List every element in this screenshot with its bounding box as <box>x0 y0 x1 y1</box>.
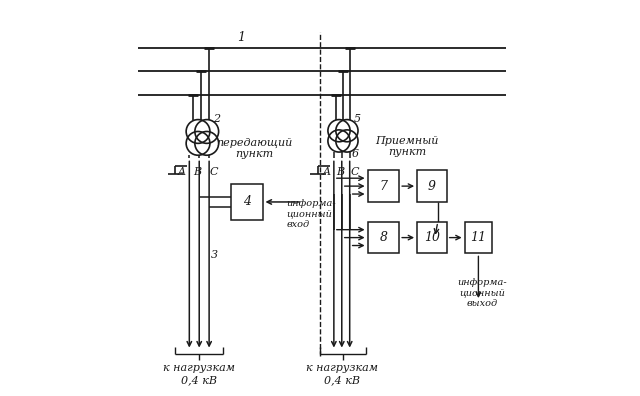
Text: 1: 1 <box>237 31 245 44</box>
Text: 3: 3 <box>211 250 218 261</box>
Bar <box>231 184 262 220</box>
Bar <box>417 222 447 253</box>
Text: 5: 5 <box>354 114 361 124</box>
Text: B: B <box>336 167 344 177</box>
Text: C: C <box>210 167 218 177</box>
Text: 6: 6 <box>352 148 359 159</box>
Text: 8: 8 <box>380 231 387 244</box>
Text: 4: 4 <box>243 196 251 208</box>
Text: к нагрузкам
0,4 кВ: к нагрузкам 0,4 кВ <box>306 364 378 385</box>
Text: информа-
ционный
выход: информа- ционный выход <box>458 278 507 308</box>
Bar <box>367 222 399 253</box>
Text: к нагрузкам
0,4 кВ: к нагрузкам 0,4 кВ <box>163 364 236 385</box>
Bar <box>367 170 399 202</box>
Bar <box>465 222 492 253</box>
Text: B: B <box>193 167 202 177</box>
Text: A: A <box>323 167 331 177</box>
Text: передающий
пункт: передающий пункт <box>216 137 292 160</box>
Text: 7: 7 <box>380 180 387 192</box>
Text: A: A <box>178 167 186 177</box>
Text: 2: 2 <box>213 114 220 124</box>
Bar <box>417 170 447 202</box>
Text: Приемный
пункт: Приемный пункт <box>376 136 439 157</box>
Text: 10: 10 <box>424 231 440 244</box>
Text: информа-
ционный
вход: информа- ционный вход <box>286 199 336 229</box>
Text: 11: 11 <box>470 231 486 244</box>
Text: C: C <box>350 167 358 177</box>
Text: 9: 9 <box>428 180 436 192</box>
